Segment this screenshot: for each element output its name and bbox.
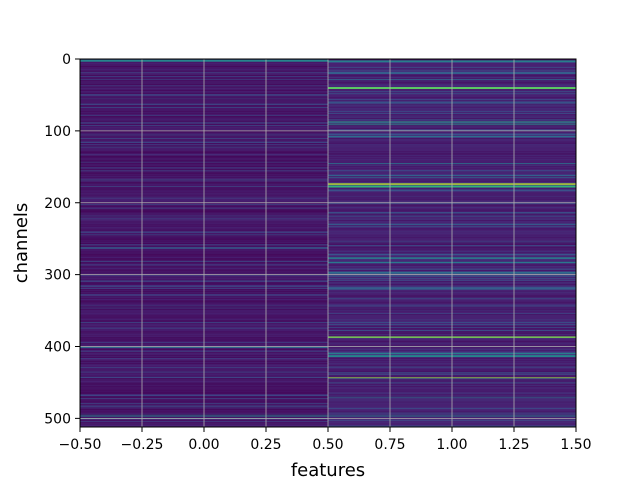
x-tick-label: 1.25 <box>498 437 529 453</box>
x-tick-label: 1.50 <box>560 437 591 453</box>
x-tick-label: 1.00 <box>436 437 467 453</box>
x-axis-label: features <box>291 460 365 480</box>
x-tick-label: 0.75 <box>374 437 405 453</box>
y-tick-label: 100 <box>44 124 71 140</box>
y-tick-label: 500 <box>44 411 71 427</box>
y-axis-label: channels <box>11 203 32 284</box>
y-tick-label: 400 <box>44 340 71 356</box>
x-tick-label: 0.25 <box>250 437 281 453</box>
x-axis-ticks: −0.50 −0.25 0.00 0.25 0.50 0.75 1.00 1.25 1.50 <box>59 427 592 453</box>
y-tick-label: 0 <box>62 52 71 68</box>
y-tick-label: 200 <box>44 196 71 212</box>
x-tick-label: −0.50 <box>59 437 102 453</box>
x-tick-label: 0.00 <box>188 437 219 453</box>
y-axis-ticks: 0 100 200 300 400 500 <box>44 52 80 427</box>
x-tick-label: 0.50 <box>312 437 343 453</box>
x-tick-label: −0.25 <box>121 437 164 453</box>
y-tick-label: 300 <box>44 268 71 284</box>
